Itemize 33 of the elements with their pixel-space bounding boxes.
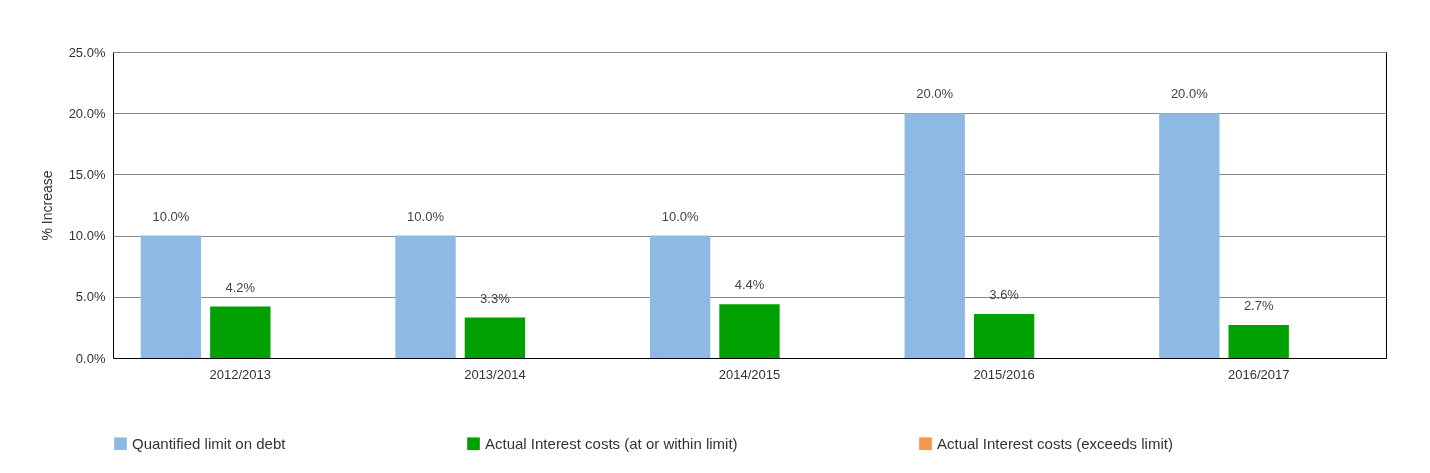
data-label: 10.0% [152,208,190,224]
data-label: 20.0% [916,86,954,102]
x-tick-label: 2014/2015 [718,366,781,382]
data-label: 10.0% [407,208,445,224]
bar [973,313,1035,358]
bar [210,306,271,358]
bar [1159,113,1220,358]
x-tick-label: 2013/2014 [464,366,526,382]
y-tick-label: 5.0% [75,289,106,305]
y-tick-label: 15.0% [68,166,106,182]
x-tick-label: 2012/2013 [209,366,272,382]
y-tick-label: 0.0% [75,350,106,366]
bar [464,317,526,358]
data-label: 4.4% [734,277,765,293]
bar [395,235,456,358]
y-axis-title: % Increase [38,170,55,241]
data-label: 4.2% [225,279,256,295]
bar [140,235,202,358]
y-tick-label: 25.0% [68,44,106,60]
legend-label: Actual Interest costs (exceeds limit) [937,434,1173,452]
bar [904,113,965,358]
data-label: 20.0% [1170,86,1209,102]
data-label: 10.0% [661,208,699,224]
legend-label: Quantified limit on debt [132,434,287,452]
x-tick-label: 2015/2016 [973,366,1035,382]
y-tick-label: 10.0% [68,228,106,244]
y-tick-label: 20.0% [68,105,106,121]
data-label: 2.7% [1243,297,1274,313]
legend-label: Actual Interest costs (at or within limit) [485,434,738,452]
bar [719,304,780,358]
bar [1228,324,1289,358]
bar [649,235,711,358]
x-tick-label: 2016/2017 [1227,366,1290,382]
